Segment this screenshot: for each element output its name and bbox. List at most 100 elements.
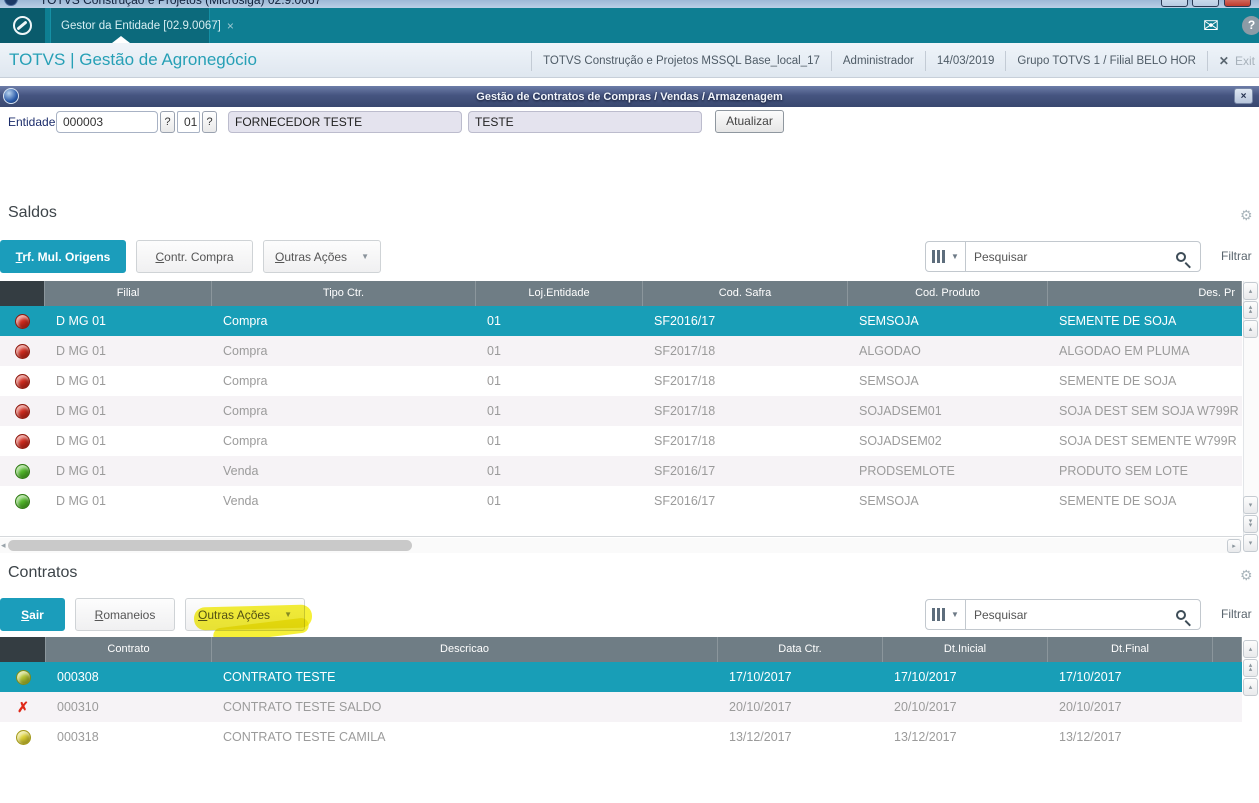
store-field[interactable]: 01 — [177, 111, 200, 133]
saldos-page-down-button[interactable]: ▾ ▾ — [1243, 515, 1258, 533]
contratos-search-input[interactable] — [966, 607, 1176, 622]
entity-code-lookup-button[interactable]: ? — [160, 111, 175, 133]
saldos-filtrar-link[interactable]: Filtrar — [1221, 249, 1252, 263]
contratos-toolbar: Sair Romaneios Outras Ações ▼ ▼ Filtrar — [0, 598, 1259, 631]
exit-label[interactable]: Exit — [1234, 53, 1255, 68]
dropdown-caret-icon: ▼ — [361, 252, 369, 261]
tab-close-icon[interactable]: × — [226, 18, 234, 33]
contratos-search: ▼ — [925, 599, 1201, 630]
status-icon — [15, 343, 30, 359]
entity-name-field: FORNECEDOR TESTE — [228, 111, 462, 133]
contratos-columns-button[interactable]: ▼ — [926, 600, 966, 629]
dialog-titlebar: Gestão de Contratos de Compras / Vendas … — [0, 86, 1259, 107]
help-icon[interactable]: ? — [1242, 16, 1259, 35]
app-header: TOTVS | Gestão de Agronegócio TOTVS Cons… — [0, 43, 1259, 78]
branch-label: Grupo TOTVS 1 / Filial BELO HOR — [1017, 54, 1196, 67]
status-icon — [15, 463, 30, 479]
tab-bar: Gestor da Entidade [02.9.0067] × ✉ ? — [0, 8, 1259, 43]
entity-shortname-field: TESTE — [468, 111, 702, 133]
saldos-scroll-down2-button[interactable]: ▾ — [1243, 534, 1258, 552]
saldos-hscrollbar-thumb[interactable] — [8, 540, 412, 551]
saldos-row[interactable]: D MG 01 Compra 01 SF2017/18 SOJADSEM02 S… — [0, 426, 1242, 456]
sair-button[interactable]: Sair — [0, 598, 65, 631]
saldos-scroll-up-button[interactable]: ▴ — [1243, 282, 1258, 300]
col-loj-entidade[interactable]: Loj.Entidade — [476, 281, 643, 306]
col-extra[interactable] — [1213, 637, 1242, 662]
col-data-ctr[interactable]: Data Ctr. — [718, 637, 883, 662]
dialog-title: Gestão de Contratos de Compras / Vendas … — [476, 90, 783, 103]
col-des-produto[interactable]: Des. Pr — [1048, 281, 1242, 306]
saldos-row[interactable]: D MG 01 Venda 01 SF2016/17 PRODSEMLOTE P… — [0, 456, 1242, 486]
contratos-grid-header: Contrato Descricao Data Ctr. Dt.Inicial … — [0, 637, 1242, 662]
search-icon[interactable] — [1176, 609, 1186, 620]
saldos-row[interactable]: D MG 01 Compra 01 SF2017/18 SEMSOJA SEME… — [0, 366, 1242, 396]
saldos-outras-acoes-button[interactable]: Outras Ações ▼ — [263, 240, 381, 273]
contratos-row[interactable]: 000318 CONTRATO TESTE CAMILA 13/12/2017 … — [0, 722, 1242, 752]
totvs-logo[interactable] — [0, 8, 45, 43]
entity-code-field[interactable]: 000003 — [56, 111, 158, 133]
dialog-close-button[interactable]: × — [1234, 88, 1253, 104]
maximize-button[interactable] — [1192, 0, 1219, 7]
contr-compra-button[interactable]: Contr. Compra — [136, 240, 253, 273]
contratos-heading: Contratos — [8, 564, 78, 581]
saldos-columns-button[interactable]: ▼ — [926, 242, 966, 271]
saldos-toolbar: Trf. Mul. Origens Contr. Compra Outras A… — [0, 240, 1259, 273]
minimize-button[interactable] — [1161, 0, 1188, 7]
saldos-row[interactable]: D MG 01 Venda 01 SF2016/17 SEMSOJA SEMEN… — [0, 486, 1242, 516]
scroll-right-button[interactable]: ▸ — [1227, 539, 1241, 553]
search-icon[interactable] — [1176, 251, 1186, 262]
tab-gestor-entidade[interactable]: Gestor da Entidade [02.9.0067] × — [50, 8, 234, 43]
user-label: Administrador — [842, 54, 914, 67]
contratos-grid: Contrato Descricao Data Ctr. Dt.Inicial … — [0, 637, 1242, 752]
contratos-row[interactable]: ✗ 000310 CONTRATO TESTE SALDO 20/10/2017… — [0, 692, 1242, 722]
entity-form: Entidade 000003 ? 01 ? FORNECEDOR TESTE … — [0, 110, 1259, 134]
contratos-settings-gear-icon[interactable]: ⚙ — [1240, 567, 1253, 583]
status-icon — [15, 729, 31, 745]
col-descricao[interactable]: Descricao — [212, 637, 718, 662]
contratos-filtrar-link[interactable]: Filtrar — [1221, 607, 1252, 621]
store-lookup-button[interactable]: ? — [202, 111, 217, 133]
scroll-left-icon[interactable]: ◂ — [1, 540, 6, 550]
col-filial[interactable]: Filial — [45, 281, 212, 306]
col-tipo-ctr[interactable]: Tipo Ctr. — [212, 281, 476, 306]
saldos-row[interactable]: D MG 01 Compra 01 SF2017/18 ALGODAO ALGO… — [0, 336, 1242, 366]
col-dt-inicial[interactable]: Dt.Inicial — [883, 637, 1048, 662]
mail-icon[interactable]: ✉ — [1203, 16, 1219, 37]
contratos-row[interactable]: 000308 CONTRATO TESTE 17/10/2017 17/10/2… — [0, 662, 1242, 692]
saldos-grid-header: Filial Tipo Ctr. Loj.Entidade Cod. Safra… — [0, 281, 1242, 306]
saldos-row[interactable]: D MG 01 Compra 01 SF2017/18 SOJADSEM01 S… — [0, 396, 1242, 426]
status-icon: ✗ — [17, 698, 29, 715]
exit-icon[interactable]: ✕ — [1218, 53, 1229, 68]
saldos-search: ▼ — [925, 241, 1201, 272]
tab-label: Gestor da Entidade [02.9.0067] — [61, 19, 221, 32]
saldos-vscrollbar[interactable] — [1243, 281, 1259, 538]
saldos-scroll-down-button[interactable]: ▾ — [1243, 496, 1258, 514]
saldos-page-up-button[interactable]: ▴ ▴ — [1243, 301, 1258, 319]
dropdown-caret-icon: ▼ — [284, 610, 292, 619]
saldos-row[interactable]: D MG 01 Compra 01 SF2016/17 SEMSOJA SEME… — [0, 306, 1242, 336]
trf-mul-origens-button[interactable]: Trf. Mul. Origens — [0, 240, 126, 273]
close-window-button[interactable] — [1224, 0, 1251, 7]
col-status[interactable] — [0, 637, 46, 662]
entity-label: Entidade — [8, 115, 56, 129]
saldos-settings-gear-icon[interactable]: ⚙ — [1240, 207, 1253, 223]
saldos-scroll-up2-button[interactable]: ▴ — [1243, 320, 1258, 338]
col-dt-final[interactable]: Dt.Final — [1048, 637, 1213, 662]
columns-caret-icon: ▼ — [951, 610, 959, 619]
status-icon — [15, 373, 30, 389]
col-status[interactable] — [0, 281, 45, 306]
atualizar-button[interactable]: Atualizar — [715, 110, 784, 133]
saldos-search-input[interactable] — [966, 249, 1176, 264]
romaneios-button[interactable]: Romaneios — [75, 598, 175, 631]
contratos-scroll-up-button[interactable]: ▴ — [1243, 640, 1258, 658]
dialog-icon — [3, 88, 19, 104]
contratos-outras-acoes-button[interactable]: Outras Ações ▼ — [185, 598, 305, 631]
app-icon — [4, 0, 18, 6]
contratos-page-up-button[interactable]: ▴ ▴ — [1243, 659, 1258, 677]
col-contrato[interactable]: Contrato — [46, 637, 212, 662]
environment-label: TOTVS Construção e Projetos MSSQL Base_l… — [543, 54, 820, 67]
col-cod-produto[interactable]: Cod. Produto — [848, 281, 1048, 306]
col-cod-safra[interactable]: Cod. Safra — [643, 281, 848, 306]
contratos-scroll-up2-button[interactable]: ▴ — [1243, 678, 1258, 696]
status-icon — [15, 493, 30, 509]
